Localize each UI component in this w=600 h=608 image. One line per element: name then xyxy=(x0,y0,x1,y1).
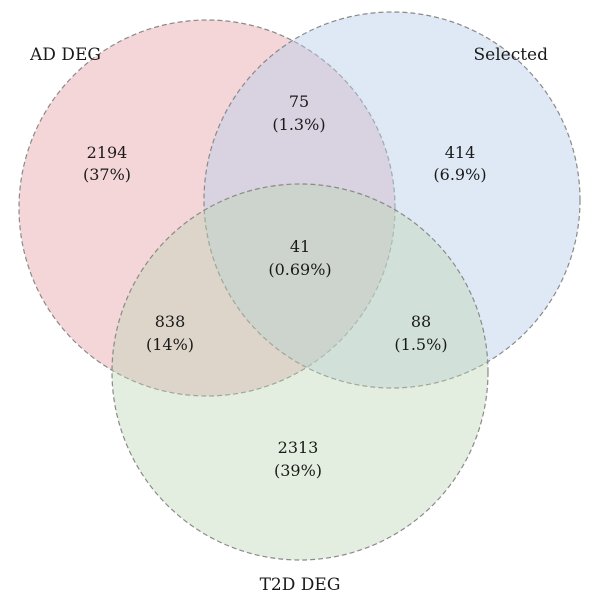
region-selected-only-count: 414 xyxy=(445,143,476,162)
selected-circle xyxy=(203,11,581,389)
region-ad-t2d-percent: (14%) xyxy=(146,335,194,354)
region-ad-t2d-count: 838 xyxy=(155,312,186,331)
region-all-count: 41 xyxy=(290,237,310,256)
set-label-ad-deg: AD DEG xyxy=(29,45,101,65)
region-ad-only-percent: (37%) xyxy=(83,165,131,184)
region-t2d-only-count: 2313 xyxy=(278,438,319,457)
region-t2d-only-percent: (39%) xyxy=(274,461,322,480)
region-all-percent: (0.69%) xyxy=(268,260,331,279)
region-selected-only-percent: (6.9%) xyxy=(433,165,486,184)
region-selected-t2d-percent: (1.5%) xyxy=(394,335,447,354)
set-label-t2d-deg: T2D DEG xyxy=(260,575,341,595)
region-ad-selected-percent: (1.3%) xyxy=(272,115,325,134)
region-selected-t2d-count: 88 xyxy=(411,312,431,331)
set-label-selected: Selected xyxy=(474,45,549,65)
t2d-deg-circle xyxy=(111,183,489,561)
region-ad-selected-count: 75 xyxy=(289,92,309,111)
region-ad-only-count: 2194 xyxy=(87,143,128,162)
